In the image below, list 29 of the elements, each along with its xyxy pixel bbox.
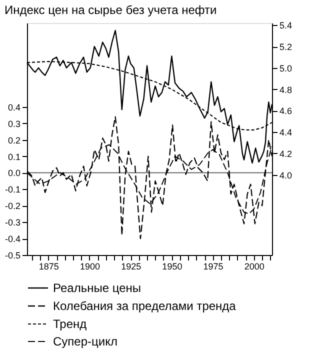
x-tick-label: 1925 [121,262,142,272]
y2-tick-label: 4.4 [280,128,292,138]
legend-label: Колебания за пределами тренда [53,299,236,313]
x-tick-label: 1975 [203,262,224,272]
y2-tick-label: 4.8 [280,84,292,95]
legend-label: Тренд [53,317,87,331]
y-tick-label: 0.4 [8,102,20,112]
y2-tick-label: 4.2 [280,148,292,159]
x-tick-label: 1950 [162,262,182,272]
x-tick-label: 2000 [244,262,264,272]
x-tick-label: 1900 [80,262,100,272]
y-tick-label: -0.2 [4,201,20,212]
legend-label: Супер-цикл [53,334,118,348]
y-tick-label: -0.1 [4,184,20,195]
y2-tick-label: 5.2 [280,42,292,52]
y-tick-label: -0.3 [4,218,20,228]
y2-tick-label: 4.6 [280,106,292,116]
y-tick-label: -0.5 [4,250,20,260]
y2-tick-label: 5.4 [280,20,292,31]
y-tick-label: 0.2 [8,135,20,146]
y2-tick-label: 4.0 [280,170,292,180]
y-tick-label: -0.4 [4,234,20,244]
y2-tick-label: 5.0 [280,63,292,74]
x-tick-label: 1875 [38,262,59,272]
chart-title: Индекс цен на сырье без учета нефти [4,3,217,18]
y-tick-label: 0.3 [8,118,20,129]
y-tick-label: 0.1 [8,152,20,162]
y-tick-label: 0.0 [8,168,20,178]
legend-label: Реальные цены [53,281,142,295]
